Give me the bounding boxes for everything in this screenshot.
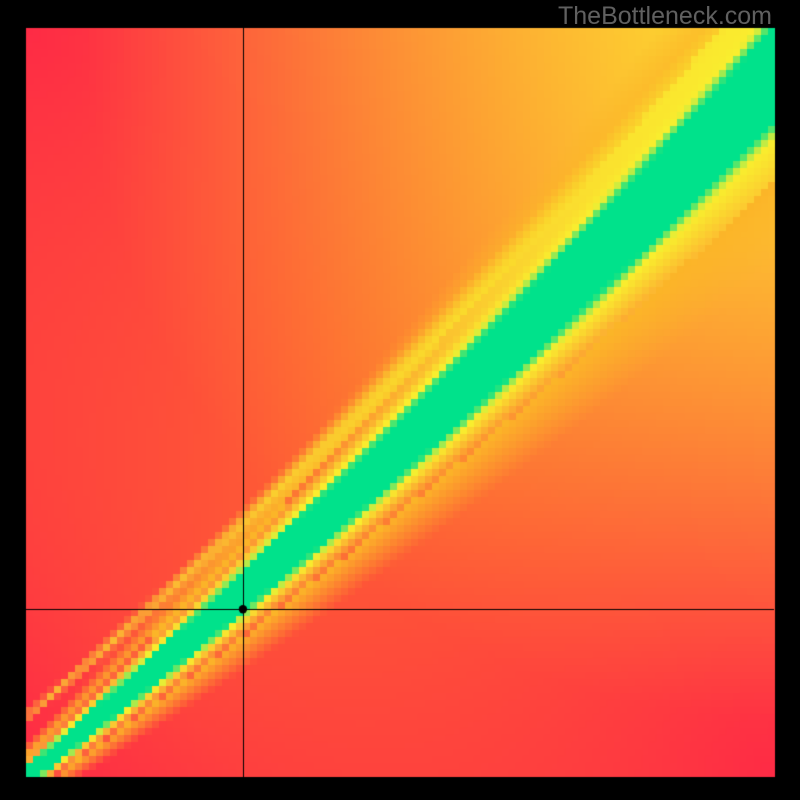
watermark-text: TheBottleneck.com	[558, 2, 772, 31]
chart-container: TheBottleneck.com	[0, 0, 800, 800]
heatmap-canvas	[0, 0, 800, 800]
